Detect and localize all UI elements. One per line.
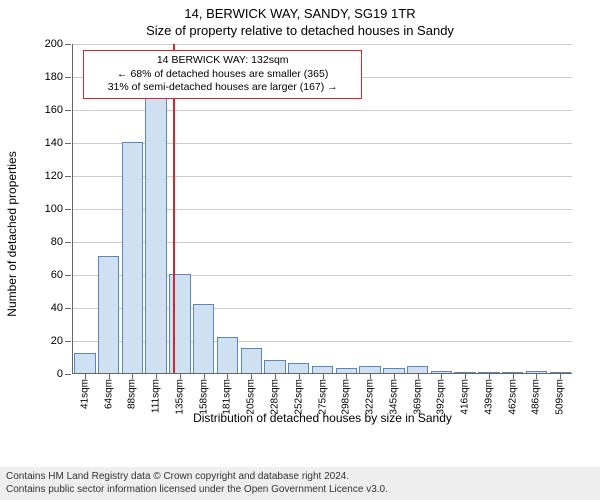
y-tick — [65, 209, 71, 210]
y-tick-label: 60 — [51, 269, 63, 281]
x-tick-label: 88sqm — [127, 379, 138, 409]
bar — [407, 366, 428, 373]
annotation-line: 31% of semi-detached houses are larger (… — [90, 81, 355, 95]
x-tick-label: 462sqm — [507, 379, 518, 415]
y-tick-label: 120 — [45, 170, 63, 182]
y-tick-label: 40 — [51, 302, 63, 314]
x-tick-label: 252sqm — [293, 379, 304, 415]
chart-container: Number of detached properties 14 BERWICK… — [42, 44, 582, 424]
x-tick-label: 416sqm — [460, 379, 471, 415]
y-tick — [65, 176, 71, 177]
bar — [312, 366, 333, 373]
page-title: 14, BERWICK WAY, SANDY, SG19 1TR — [0, 0, 600, 21]
page-subtitle: Size of property relative to detached ho… — [0, 21, 600, 38]
x-tick-label: 345sqm — [388, 379, 399, 415]
bar — [217, 337, 238, 373]
y-tick — [65, 341, 71, 342]
bar — [74, 353, 95, 373]
y-tick-label: 20 — [51, 335, 63, 347]
bar — [241, 348, 262, 373]
x-tick-label: 369sqm — [412, 379, 423, 415]
x-tick-label: 509sqm — [555, 379, 566, 415]
bar-slot: 416sqm — [453, 44, 477, 373]
y-tick-label: 140 — [45, 137, 63, 149]
bar — [122, 142, 143, 373]
y-tick — [65, 77, 71, 78]
bar — [145, 96, 166, 373]
annotation-line: 14 BERWICK WAY: 132sqm — [90, 54, 355, 68]
x-tick-label: 275sqm — [317, 379, 328, 415]
footer: Contains HM Land Registry data © Crown c… — [0, 467, 600, 500]
y-tick-label: 200 — [45, 38, 63, 50]
bar-slot: 486sqm — [525, 44, 549, 373]
y-tick — [65, 242, 71, 243]
bar-slot: 509sqm — [548, 44, 572, 373]
y-tick-label: 160 — [45, 104, 63, 116]
y-tick-label: 180 — [45, 71, 63, 83]
y-tick — [65, 374, 71, 375]
y-tick-label: 100 — [45, 203, 63, 215]
x-tick-label: 228sqm — [270, 379, 281, 415]
annotation-line: ← 68% of detached houses are smaller (36… — [90, 68, 355, 82]
bar — [193, 304, 214, 373]
y-tick — [65, 275, 71, 276]
annotation-box: 14 BERWICK WAY: 132sqm ← 68% of detached… — [83, 50, 362, 99]
y-tick-label: 0 — [57, 368, 63, 380]
x-tick-label: 64sqm — [103, 379, 114, 409]
bar-slot: 439sqm — [477, 44, 501, 373]
bar-slot: 345sqm — [382, 44, 406, 373]
bar — [264, 360, 285, 373]
x-tick-label: 298sqm — [341, 379, 352, 415]
bar — [98, 256, 119, 373]
x-tick-label: 135sqm — [174, 379, 185, 415]
x-tick-label: 158sqm — [198, 379, 209, 415]
y-tick — [65, 110, 71, 111]
bar-slot: 369sqm — [406, 44, 430, 373]
bar-slot: 462sqm — [501, 44, 525, 373]
footer-line: Contains public sector information licen… — [6, 484, 594, 497]
x-tick-label: 322sqm — [365, 379, 376, 415]
x-tick-label: 439sqm — [483, 379, 494, 415]
x-tick-label: 181sqm — [222, 379, 233, 415]
x-tick-label: 205sqm — [246, 379, 257, 415]
x-tick-label: 111sqm — [151, 379, 162, 413]
y-tick-label: 80 — [51, 236, 63, 248]
x-tick-label: 486sqm — [531, 379, 542, 415]
footer-line: Contains HM Land Registry data © Crown c… — [6, 471, 594, 484]
bar — [359, 366, 380, 373]
y-tick — [65, 308, 71, 309]
plot-area: 14 BERWICK WAY: 132sqm ← 68% of detached… — [72, 44, 572, 374]
x-tick-label: 392sqm — [436, 379, 447, 415]
bar — [288, 363, 309, 373]
bar-slot: 392sqm — [429, 44, 453, 373]
y-tick — [65, 44, 71, 45]
x-tick-label: 41sqm — [79, 379, 90, 409]
y-axis-label: Number of detached properties — [5, 151, 19, 316]
y-tick — [65, 143, 71, 144]
